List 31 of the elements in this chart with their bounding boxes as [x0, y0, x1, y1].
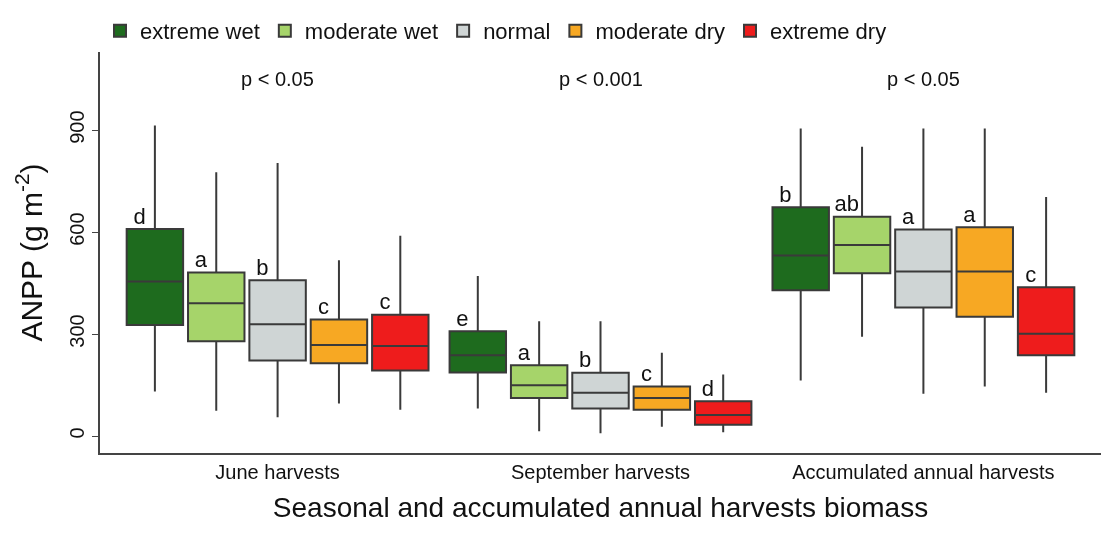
- text: d: [133, 203, 146, 229]
- legend-label: moderate dry: [595, 19, 725, 45]
- text: a: [901, 203, 915, 229]
- text: b: [256, 254, 269, 280]
- text: a: [194, 247, 208, 273]
- y-tick-label: 0: [66, 427, 88, 439]
- legend-label: normal: [483, 19, 551, 45]
- x-tick-label: June harvests: [215, 461, 340, 483]
- legend-label: extreme wet: [140, 19, 260, 45]
- x-tick-label: September harvests: [511, 461, 690, 483]
- legend-label: moderate wet: [304, 19, 439, 45]
- text: a: [963, 201, 976, 227]
- x-tick-label: Accumulated annual harvests: [792, 461, 1055, 483]
- text: c: [379, 289, 391, 315]
- text: ab: [834, 191, 859, 217]
- text: b: [579, 347, 592, 373]
- y-tick-label: 300: [66, 314, 88, 348]
- annotation: p < 0.05: [241, 68, 314, 90]
- text: c: [318, 293, 330, 319]
- text: a: [517, 339, 530, 365]
- text: c: [1025, 261, 1037, 287]
- annotation: p < 0.05: [887, 68, 960, 90]
- text: b: [779, 181, 792, 207]
- annotation: p < 0.001: [559, 68, 643, 90]
- text: e: [456, 305, 469, 331]
- text: c: [641, 360, 653, 386]
- y-tick-label: 900: [66, 110, 88, 144]
- x-axis-title: Seasonal and accumulated annual harvests biomass: [272, 491, 929, 523]
- text: d: [701, 375, 714, 401]
- y-tick-label: 600: [66, 212, 88, 246]
- legend-label: extreme dry: [770, 19, 887, 45]
